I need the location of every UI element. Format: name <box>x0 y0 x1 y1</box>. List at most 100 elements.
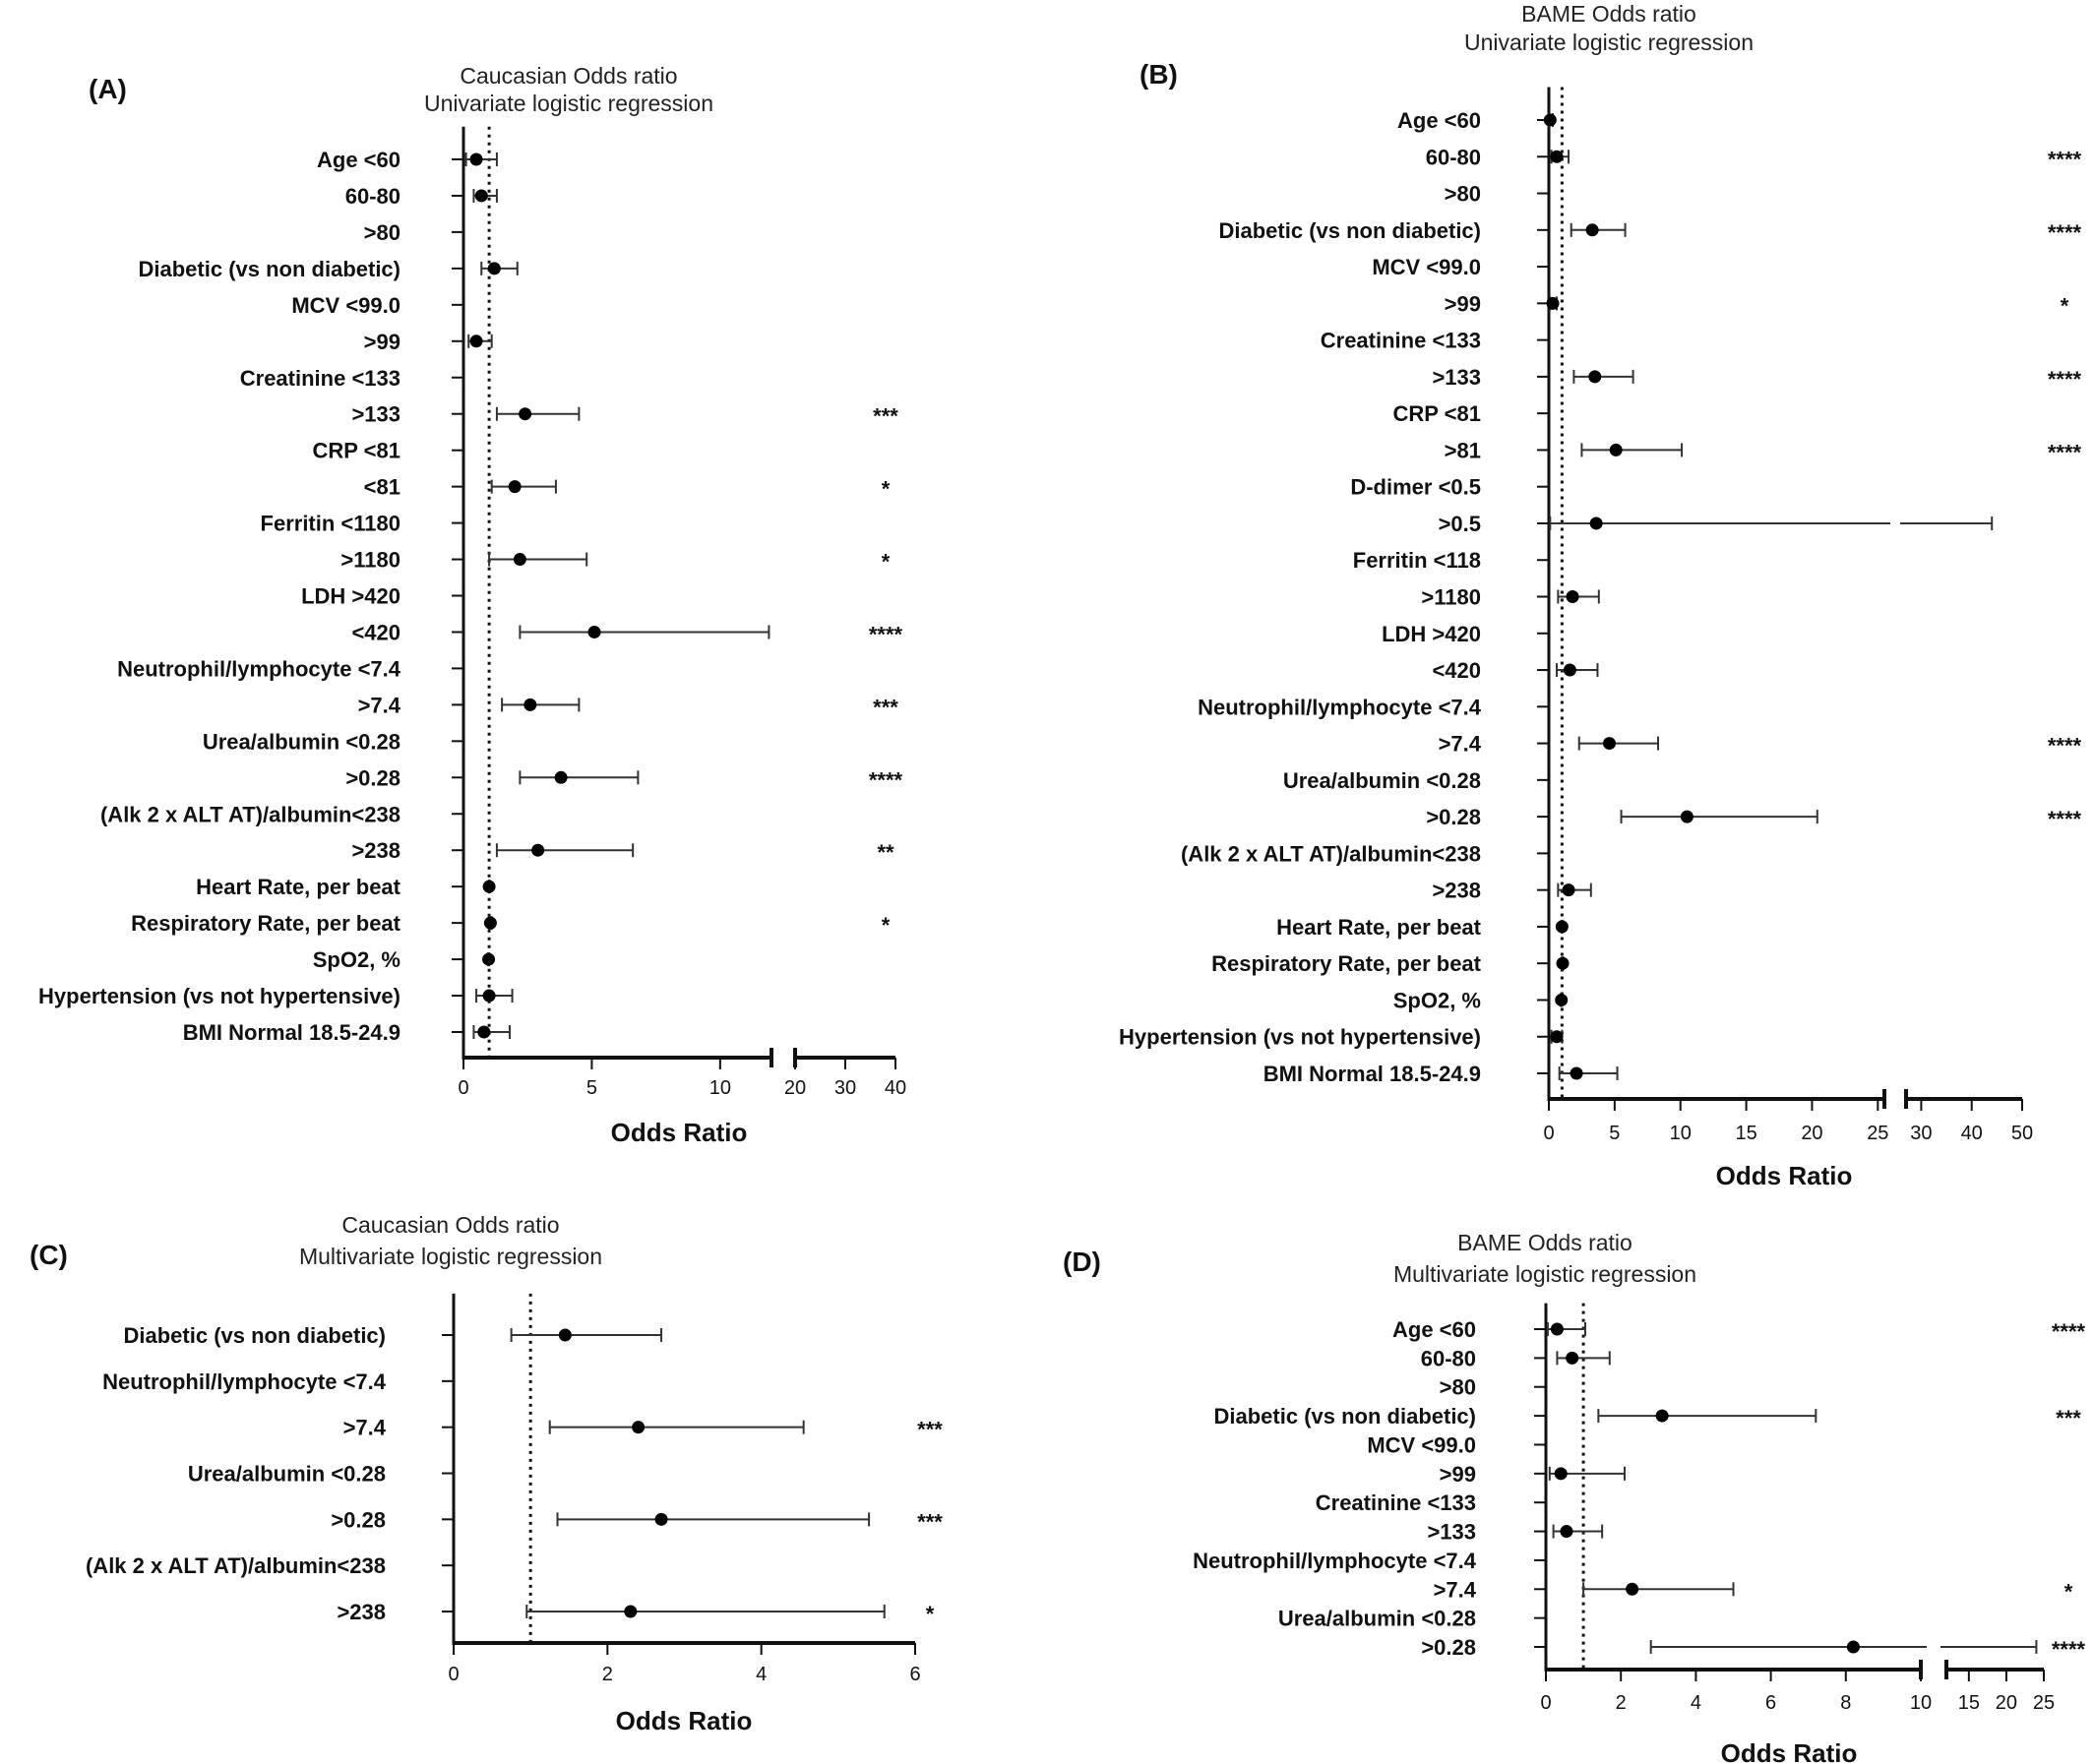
significance-stars: **** <box>2048 440 2082 464</box>
forest-row: >99 * <box>1445 291 2069 318</box>
forest-row: (Alk 2 x ALT AT)/albumin<238 <box>86 1553 454 1578</box>
significance-stars: **** <box>2048 147 2082 171</box>
x-tick-label: 4 <box>756 1664 767 1685</box>
row-label: >1180 <box>340 548 400 573</box>
significance-stars: **** <box>2052 1319 2086 1344</box>
x-axis-label: Odds Ratio <box>616 1706 753 1735</box>
x-tick-label: 50 <box>2011 1123 2033 1144</box>
x-tick-label: 4 <box>1691 1692 1701 1714</box>
forest-row: >0.28 **** <box>1421 1635 2085 1662</box>
forest-row: Neutrophil/lymphocyte <7.4 <box>1193 1549 1546 1573</box>
odds-ratio-point <box>531 843 545 857</box>
x-tick-label: 20 <box>784 1077 806 1099</box>
row-label: Creatinine <133 <box>1321 329 1481 353</box>
row-label: LDH >420 <box>301 584 400 609</box>
significance-stars: *** <box>873 695 898 719</box>
forest-row: Respiratory Rate, per beat <box>1211 951 1570 976</box>
row-label: Heart Rate, per beat <box>196 875 401 899</box>
x-tick-label: 0 <box>448 1664 459 1685</box>
odds-ratio-point <box>1626 1582 1639 1596</box>
panel-label: (D) <box>1063 1247 1101 1277</box>
forest-row: >80 <box>1445 182 1549 207</box>
forest-row: >238 <box>1432 879 1592 903</box>
forest-row: >99 <box>1440 1462 1627 1487</box>
odds-ratio-point <box>1566 1351 1579 1365</box>
forest-row: Urea/albumin <0.28 <box>188 1462 454 1487</box>
forest-row: Ferritin <1180 <box>261 512 463 536</box>
forest-row: >0.28 **** <box>345 765 902 792</box>
row-label: Neutrophil/lymphocyte <7.4 <box>102 1369 387 1394</box>
odds-ratio-point <box>558 1328 572 1342</box>
odds-ratio-point <box>1550 150 1564 163</box>
row-label: <420 <box>1432 658 1481 683</box>
significance-stars: *** <box>917 1509 943 1534</box>
x-tick-label: 40 <box>885 1077 906 1099</box>
forest-row: >1180 * <box>340 548 890 575</box>
forest-row: Diabetic (vs non diabetic) <box>139 257 519 281</box>
odds-ratio-point <box>654 1512 668 1526</box>
row-label: <420 <box>351 620 400 644</box>
forest-row: >7.4 * <box>1434 1577 2073 1604</box>
forest-row: Neutrophil/lymphocyte <7.4 <box>102 1369 454 1394</box>
significance-stars: ** <box>877 840 894 865</box>
x-tick-label: 0 <box>1543 1123 1554 1144</box>
forest-row: CRP <81 <box>313 439 463 463</box>
odds-ratio-point <box>513 553 526 567</box>
forest-row: Urea/albumin <0.28 <box>203 729 463 754</box>
row-label: >99 <box>364 330 400 354</box>
row-label: >0.28 <box>345 765 400 790</box>
forest-row: Diabetic (vs non diabetic) *** <box>1214 1404 2082 1430</box>
forest-row: Respiratory Rate, per beat * <box>131 911 891 938</box>
row-label: LDH >420 <box>1382 622 1481 646</box>
odds-ratio-point <box>1655 1409 1669 1423</box>
row-label: >7.4 <box>358 693 401 717</box>
x-tick-label: 40 <box>1961 1123 1983 1144</box>
significance-stars: * <box>926 1602 935 1626</box>
odds-ratio-point <box>508 480 522 494</box>
forest-row: 60-80 <box>1421 1346 1611 1370</box>
odds-ratio-point <box>1562 883 1575 897</box>
odds-ratio-point <box>1570 1066 1583 1080</box>
odds-ratio-point <box>1588 370 1602 384</box>
x-tick-label: 10 <box>1910 1692 1932 1714</box>
forest-row: (Alk 2 x ALT AT)/albumin<238 <box>1181 841 1549 866</box>
forest-row: >133 *** <box>351 402 898 429</box>
odds-ratio-point <box>477 1025 491 1039</box>
x-tick-label: 5 <box>586 1077 597 1099</box>
forest-row: Neutrophil/lymphocyte <7.4 <box>1198 695 1549 719</box>
row-label: BMI Normal 18.5-24.9 <box>183 1020 400 1045</box>
row-label: Neutrophil/lymphocyte <7.4 <box>1198 695 1482 719</box>
forest-row: MCV <99.0 <box>1367 1432 1546 1457</box>
odds-ratio-point <box>1603 737 1617 751</box>
odds-ratio-point <box>1563 663 1576 677</box>
forest-row: >133 <box>1427 1520 1604 1545</box>
chart-subtitle: Multivariate logistic regression <box>299 1244 602 1269</box>
odds-ratio-point <box>1546 296 1560 310</box>
row-label: >99 <box>1440 1462 1476 1487</box>
odds-ratio-point <box>1556 956 1570 970</box>
x-tick-label: 20 <box>1801 1123 1822 1144</box>
significance-stars: * <box>2061 293 2069 318</box>
row-label: Diabetic (vs non diabetic) <box>1214 1404 1477 1429</box>
odds-ratio-point <box>482 952 496 966</box>
row-label: >0.5 <box>1439 512 1481 536</box>
significance-stars: **** <box>869 767 903 792</box>
odds-ratio-point <box>1560 1525 1573 1539</box>
row-label: <81 <box>364 475 400 500</box>
forest-row: >0.5 <box>1439 512 1994 536</box>
x-axis-label: Odds Ratio <box>1716 1161 1853 1190</box>
row-label: Urea/albumin <0.28 <box>188 1462 386 1487</box>
row-label: Urea/albumin <0.28 <box>1278 1607 1476 1631</box>
x-tick-label: 2 <box>1616 1692 1627 1714</box>
odds-ratio-point <box>1589 517 1603 530</box>
forest-panel-b: (B) BAME Odds ratio Univariate logistic re… <box>1119 1 2082 1190</box>
forest-row: >7.4 **** <box>1439 732 2082 759</box>
forest-row: <81 * <box>364 475 891 502</box>
forest-row: LDH >420 <box>301 584 463 609</box>
chart-title: BAME Odds ratio <box>1521 1 1696 27</box>
forest-row: MCV <99.0 <box>1372 255 1549 279</box>
row-label: Creatinine <133 <box>1316 1490 1476 1515</box>
forest-row: Creatinine <133 <box>240 366 463 391</box>
forest-row: >80 <box>364 220 463 245</box>
row-label: >99 <box>1445 291 1481 316</box>
